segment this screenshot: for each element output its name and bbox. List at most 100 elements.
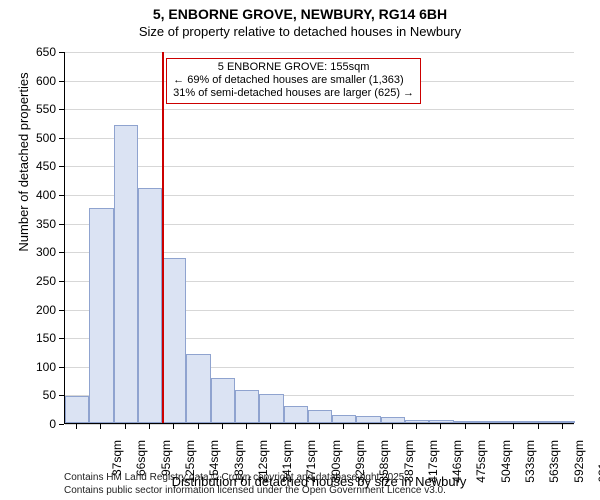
y-tick-label: 200 [36,303,56,317]
x-tick-label: 533sqm [523,440,537,490]
x-tick [538,424,539,429]
x-tick-label: 183sqm [232,440,246,490]
x-tick [76,424,77,429]
y-tick-label: 350 [36,217,56,231]
histogram-bar [259,394,283,423]
y-tick [59,195,64,196]
histogram-bar [65,396,89,423]
x-tick-label: 446sqm [450,440,464,490]
histogram-bar [502,421,526,423]
y-gridline [65,166,574,167]
y-tick-label: 50 [43,388,56,402]
y-gridline [65,109,574,110]
x-tick [125,424,126,429]
x-tick [295,424,296,429]
x-tick-label: 241sqm [280,440,294,490]
x-tick [368,424,369,429]
y-tick [59,338,64,339]
histogram-bar [429,420,453,423]
histogram-bar [381,417,405,423]
y-tick [59,252,64,253]
y-tick [59,138,64,139]
x-tick-label: 592sqm [572,440,586,490]
annotation-text: ← 69% of detached houses are smaller (1,… [173,74,414,87]
x-tick-label: 37sqm [110,440,124,490]
x-tick-label: 563sqm [547,440,561,490]
histogram-bar [284,406,308,423]
y-tick [59,81,64,82]
y-tick [59,109,64,110]
histogram-bar [114,125,138,423]
histogram-bar [454,421,478,423]
histogram-bar [138,188,162,423]
x-tick-label: 621sqm [596,440,600,490]
histogram-bar [478,421,502,423]
annotation-box: 5 ENBORNE GROVE: 155sqm← 69% of detached… [166,58,421,104]
histogram-bar [405,420,429,423]
y-tick [59,367,64,368]
y-tick-label: 600 [36,74,56,88]
x-tick [343,424,344,429]
x-tick-label: 212sqm [256,440,270,490]
x-tick-label: 154sqm [207,440,221,490]
histogram-chart: 5, ENBORNE GROVE, NEWBURY, RG14 6BH Size… [0,0,600,500]
x-tick [173,424,174,429]
x-tick-label: 387sqm [402,440,416,490]
y-tick-label: 450 [36,159,56,173]
x-tick [270,424,271,429]
annotation-title: 5 ENBORNE GROVE: 155sqm [173,61,414,74]
plot-area: 5 ENBORNE GROVE: 155sqm← 69% of detached… [64,52,574,424]
x-tick-label: 95sqm [159,440,173,490]
x-tick-label: 125sqm [183,440,197,490]
x-tick-label: 300sqm [329,440,343,490]
x-tick-label: 358sqm [377,440,391,490]
histogram-bar [211,378,235,423]
y-gridline [65,138,574,139]
histogram-bar [551,421,575,423]
x-tick [513,424,514,429]
histogram-bar [162,258,186,423]
annotation-text: 31% of semi-detached houses are larger (… [173,87,414,100]
histogram-bar [526,421,550,423]
y-tick-label: 500 [36,131,56,145]
chart-subtitle: Size of property relative to detached ho… [0,24,600,39]
x-tick [222,424,223,429]
y-tick [59,224,64,225]
y-tick-label: 150 [36,331,56,345]
y-tick [59,166,64,167]
y-tick [59,395,64,396]
x-tick [489,424,490,429]
y-tick-label: 100 [36,360,56,374]
x-tick [198,424,199,429]
y-tick-label: 250 [36,274,56,288]
x-tick [465,424,466,429]
x-tick [319,424,320,429]
y-tick-label: 550 [36,102,56,116]
y-tick [59,310,64,311]
x-tick [562,424,563,429]
y-tick [59,424,64,425]
y-tick-label: 650 [36,45,56,59]
x-tick [392,424,393,429]
x-tick [246,424,247,429]
histogram-bar [356,416,380,423]
x-tick-label: 271sqm [304,440,318,490]
histogram-bar [89,208,113,423]
y-gridline [65,52,574,53]
x-tick [416,424,417,429]
x-tick [440,424,441,429]
y-axis-title: Number of detached properties [16,0,31,348]
x-tick-label: 66sqm [134,440,148,490]
chart-title: 5, ENBORNE GROVE, NEWBURY, RG14 6BH [0,6,600,22]
x-tick-label: 475sqm [474,440,488,490]
x-tick [149,424,150,429]
histogram-bar [235,390,259,423]
histogram-bar [308,410,332,423]
y-tick-label: 400 [36,188,56,202]
x-tick-label: 504sqm [499,440,513,490]
y-tick [59,52,64,53]
histogram-bar [186,354,210,423]
y-tick-label: 300 [36,245,56,259]
y-tick [59,281,64,282]
reference-line [162,52,164,423]
